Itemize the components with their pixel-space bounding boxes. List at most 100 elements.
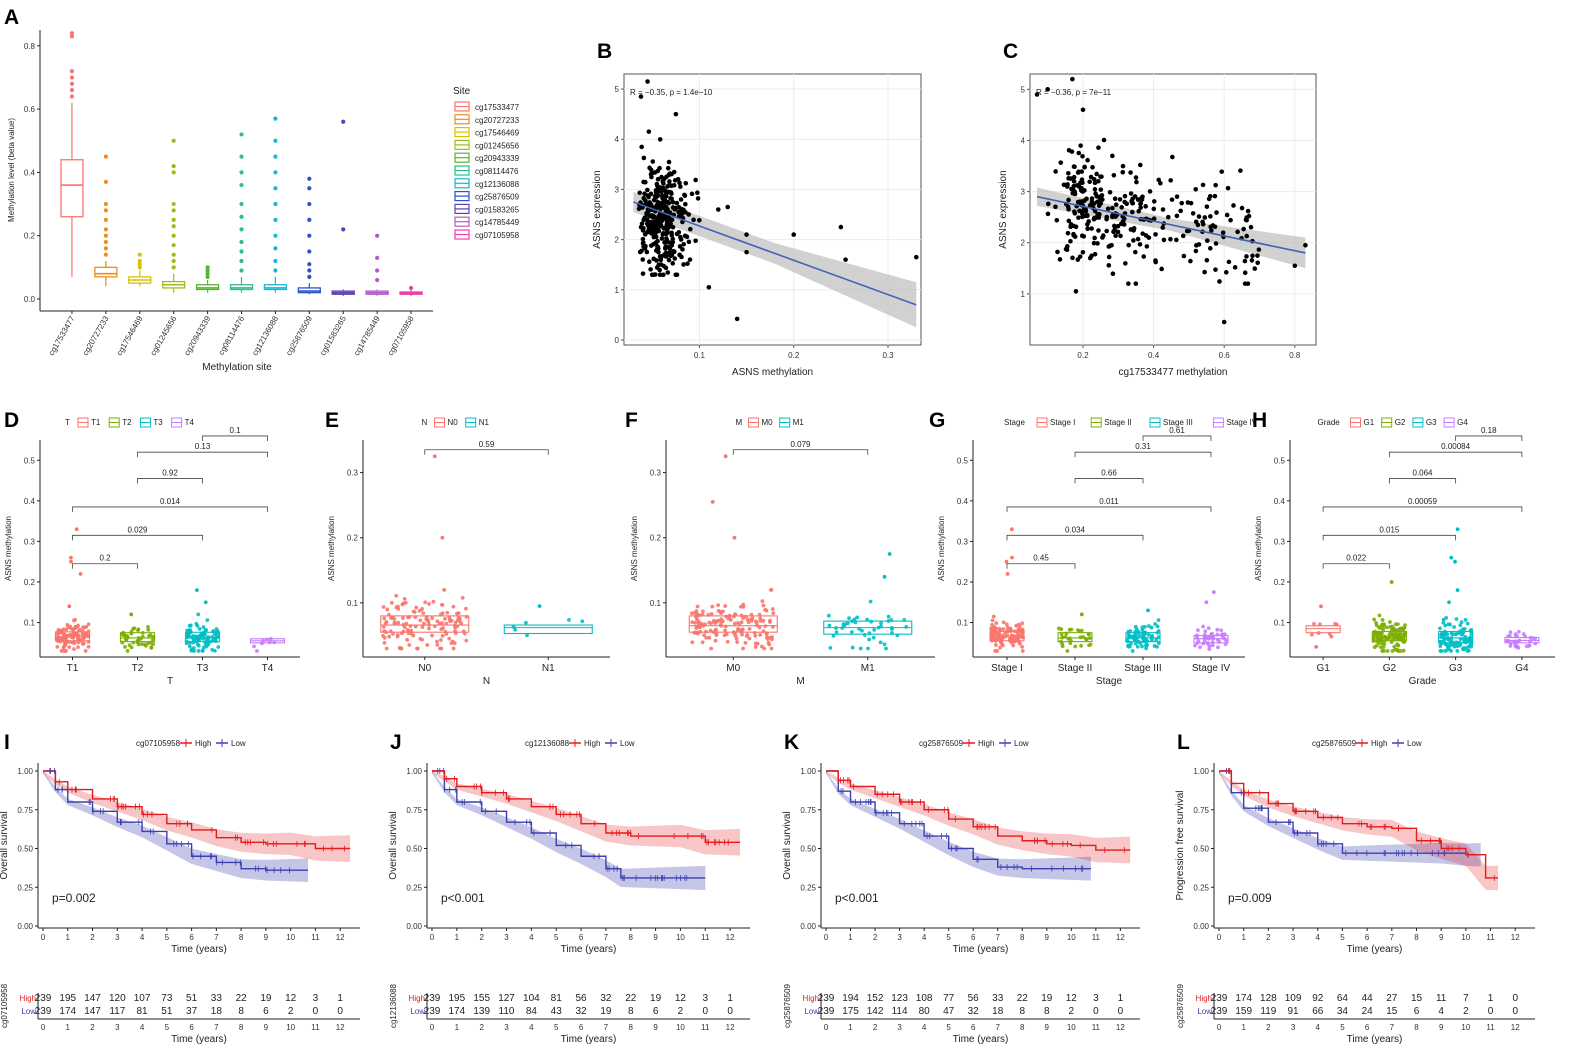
panel-label-E: E [325,409,339,432]
scatter-point [1249,258,1255,263]
jitter-point [440,633,445,638]
outlier-point [137,265,142,270]
scatter-point [1181,253,1187,259]
scatter-point [697,217,702,223]
jitter-point [1067,627,1072,632]
x-tick-label: 9 [1439,933,1444,942]
legend-label: T3 [153,418,163,427]
scatter-point [1113,202,1119,207]
scatter-point [663,250,669,256]
scatter-point [667,210,673,215]
jitter-point [187,640,192,645]
jitter-point [400,602,405,607]
jitter-point [1402,625,1407,630]
risk-count-high: 3 [703,993,709,1004]
jitter-point [709,612,714,616]
panel-label-J: J [390,731,402,754]
jitter-point [129,645,134,650]
x-axis-label: Methylation site [202,362,272,373]
jitter-point [210,635,215,639]
scatter-point [1244,254,1249,259]
jitter-point [710,604,715,609]
jitter-point [205,618,210,623]
risk-site-label: cg12136088 [389,983,398,1028]
y-tick-label: 1.00 [1193,767,1209,776]
risk-x-tick-label: 10 [1067,1023,1076,1032]
risk-count-low: 19 [600,1006,612,1017]
scatter-point [659,236,665,241]
jitter-point [450,639,455,644]
jitter-point [426,619,431,624]
jitter-point [1381,628,1386,633]
jitter-point [762,646,767,651]
jitter-point [66,625,71,630]
scatter-point [1130,209,1135,215]
risk-count-low: 34 [1337,1006,1349,1017]
jitter-point [702,633,707,638]
jitter-point [764,631,769,636]
scatter-point [1115,229,1121,235]
y-tick-label: 0.1 [650,599,662,608]
scatter-point [655,238,660,244]
scatter-point [1115,223,1121,229]
scatter-point [1118,233,1123,239]
risk-x-tick-label: 2 [90,1023,95,1032]
risk-count-high: 56 [968,993,980,1004]
scatter-point [1091,240,1097,246]
jitter-point [438,638,443,642]
scatter-point [1250,253,1255,259]
y-tick-label: 0.75 [800,806,816,815]
risk-x-tick-label: 2 [1266,1023,1271,1032]
jitter-point [1372,617,1377,622]
outlier-point [69,88,75,93]
scatter-point [677,213,683,218]
risk-count-high: 239 [1211,993,1228,1004]
scatter-point [639,144,644,150]
outlier-point [137,252,142,257]
jitter-point [1136,630,1141,634]
jitter-point [887,552,892,556]
scatter-point [1124,201,1130,207]
risk-x-tick-label: 11 [1486,1023,1495,1032]
jitter-point [757,612,762,617]
jitter-point [69,559,73,564]
jitter-point [382,640,387,645]
outlier-point [273,186,278,191]
scatter-point [1130,200,1136,206]
scatter-point [744,249,749,255]
risk-count-high: 19 [1041,993,1053,1004]
jitter-point [184,641,189,646]
risk-x-tick-label: 4 [1316,1023,1321,1032]
risk-count-low: 239 [424,1006,441,1017]
scatter-point [1098,187,1104,192]
scatter-point [660,231,666,237]
jitter-point [834,626,838,630]
risk-count-high: 32 [600,993,612,1004]
jitter-point [272,640,277,645]
jitter-point [146,624,150,629]
scatter-point [1087,179,1092,185]
scatter-point [645,79,650,84]
scatter-point [1184,228,1190,234]
scatter-point [1111,229,1116,235]
jitter-point [1059,632,1064,637]
y-tick-label: 0.3 [24,537,36,546]
jitter-point [902,617,907,622]
scatter-point [725,204,731,210]
scatter-point [1121,222,1127,227]
scatter-point [1255,260,1261,266]
outlier-point [273,154,278,159]
legend-label: cg17533477 [475,103,520,112]
jitter-point [388,629,393,634]
jitter-point [1211,590,1216,595]
risk-count-low: 6 [1414,1006,1420,1017]
risk-x-axis-label: Time (years) [953,1034,1009,1045]
risk-x-tick-label: 2 [479,1023,484,1032]
jitter-point [453,620,458,625]
scatter-point [642,215,647,221]
outlier-point [171,233,176,238]
jitter-point [1204,600,1209,605]
x-tick-label: 0 [1217,933,1222,942]
x-axis-label: Stage [1096,676,1123,687]
jitter-point [82,635,87,639]
